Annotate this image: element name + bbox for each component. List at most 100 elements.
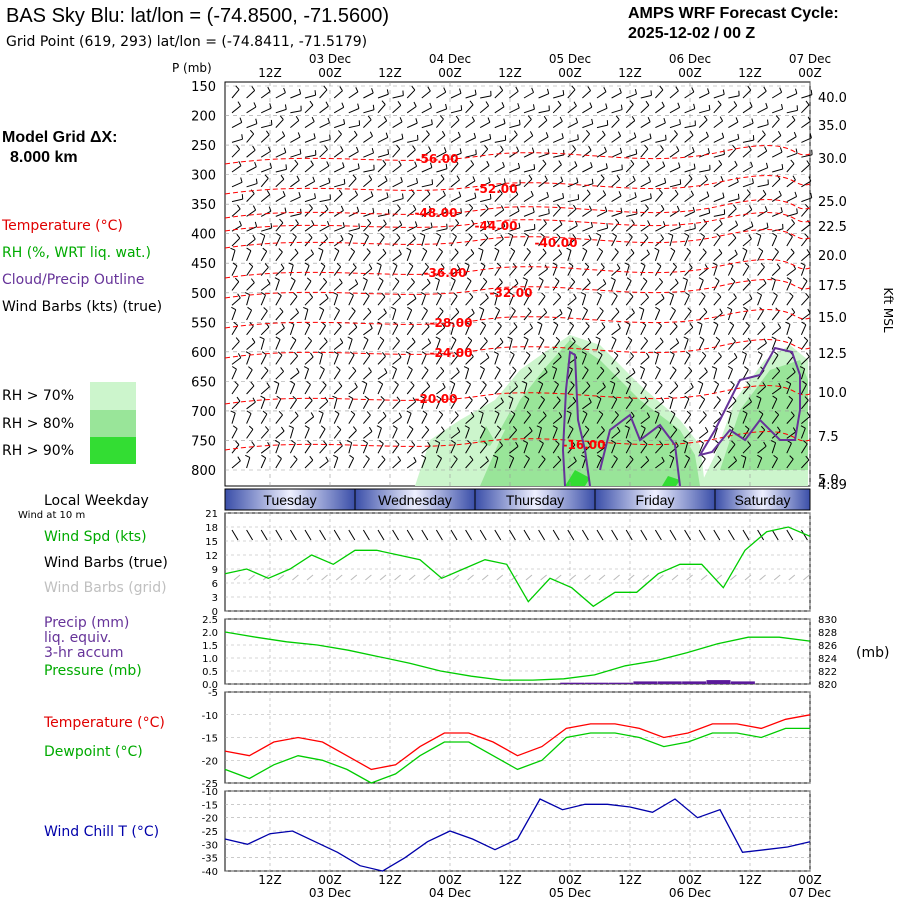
wind-barb-flag [596,232,601,237]
wind-barb-flag [733,293,737,298]
wind-barb-flag [557,100,562,106]
wind-barb-flag [747,441,752,446]
wind-barb-flag [376,262,382,266]
wind-barb-staff [698,383,704,395]
wind-barb-staff [494,341,504,350]
wind-barb-staff [289,339,297,350]
wind-barb-flag [757,351,763,355]
wind-barb-flag [533,164,536,170]
wind-barb-staff [757,150,767,158]
wind-barb-staff [596,124,608,129]
wind-barb-flag [746,278,751,283]
grid-wind-barb [613,574,620,581]
wind-barb-flag [443,87,447,93]
wind-barb-flag [322,277,328,283]
wind-barb-staff [640,324,647,336]
wind-barb-staff [275,371,284,380]
wind-barb-flag [325,456,329,462]
wind-barb-staff [786,223,795,232]
wind-barb-staff [727,324,735,336]
wind-barb-flag [528,426,533,432]
kft-tick-label: 25.0 [818,195,847,210]
wind-barb-staff [684,125,696,129]
wind-barb-flag [378,380,383,385]
wind-barb-staff [611,268,621,276]
wind-barb-flag [266,382,270,388]
wind-barb-flag [280,263,285,269]
wind-barb-flag [660,145,664,150]
wind-barb-staff [523,119,532,128]
wind-barb-staff [275,414,283,424]
wind-barb-flag [541,455,546,460]
wind-barb-staff [494,182,506,188]
wind-barb-staff [713,223,723,232]
wind-barb-staff [304,121,315,129]
wind-barb-staff [771,135,782,143]
wind-barb-flag [568,425,574,430]
wind-barb-flag [314,193,316,199]
wind-barb-staff [450,295,458,306]
wind-barb-staff [801,180,812,188]
wind-barb-flag [732,233,737,239]
surface-wind-barb [304,529,312,541]
wind-barb-staff [348,251,356,262]
wind-barb-staff [640,253,650,262]
wind-barb-flag [588,234,592,240]
wind-barb-staff [289,280,296,291]
wind-barb-staff [377,136,389,143]
precip-bar [584,682,609,684]
wind-barb-flag [367,218,372,224]
wind-barb-staff [377,340,385,350]
wind-barb-flag [720,176,724,182]
wind-barb-flag [683,336,689,340]
wind-barb-flag [251,441,255,446]
wind-barb-flag [561,133,564,139]
wind-barb-flag [806,160,810,165]
wind-barb-flag [382,159,387,165]
wind-barb-flag [365,292,370,297]
wind-barb-flag [779,87,783,93]
wind-barb-flag [314,90,317,96]
wind-barb-staff [567,400,577,410]
wind-barb-staff [508,235,514,247]
wind-barb-flag [496,425,502,430]
wind-barb-staff [421,150,432,158]
wind-barb-staff [231,341,240,350]
wind-barb-staff [801,94,813,99]
wind-barb-flag [792,175,796,181]
wind-barb-staff [362,383,368,395]
wind-barb-flag [386,192,389,198]
wind-barb-flag [524,232,529,237]
wind-barb-staff [392,253,402,262]
wind-barb-flag [587,338,592,343]
wind-barb-staff [655,385,663,395]
pressure-tick-label: 150 [191,80,216,95]
wind-barb-staff [436,91,446,99]
wind-barb-flag [294,248,299,254]
wind-barb-staff [611,458,618,469]
wind-barb-flag [277,292,282,297]
wind-barb-flag [642,277,648,282]
wind-barb-flag [443,147,447,153]
wind-barb-staff [684,235,690,247]
wind-barb-flag [260,232,266,237]
bottom-date-label: 05 Dec [549,886,591,900]
panel-tick-label: -25 [202,779,218,790]
wind-barb-staff [377,415,387,424]
wind-barb-flag [616,263,621,269]
wind-barb-staff [655,341,664,350]
wind-barb-flag [411,440,416,446]
wind-barb-flag [562,89,565,96]
bottom-hour-label: 12Z [258,873,282,887]
wind-barb-flag [590,221,594,228]
wind-barb-staff [421,326,430,336]
wind-barb-staff [757,210,768,217]
wind-barb-staff [596,310,604,321]
wind-chill-panel: -40-35-30-25-20-15-10 [202,787,811,878]
wind-barb-flag [277,455,282,459]
wind-barb-staff [684,91,695,99]
wind-barb-flag [716,396,721,401]
wind-barb-staff [377,104,386,114]
wind-barb-flag [598,247,603,252]
wind-barb-staff [757,326,766,336]
